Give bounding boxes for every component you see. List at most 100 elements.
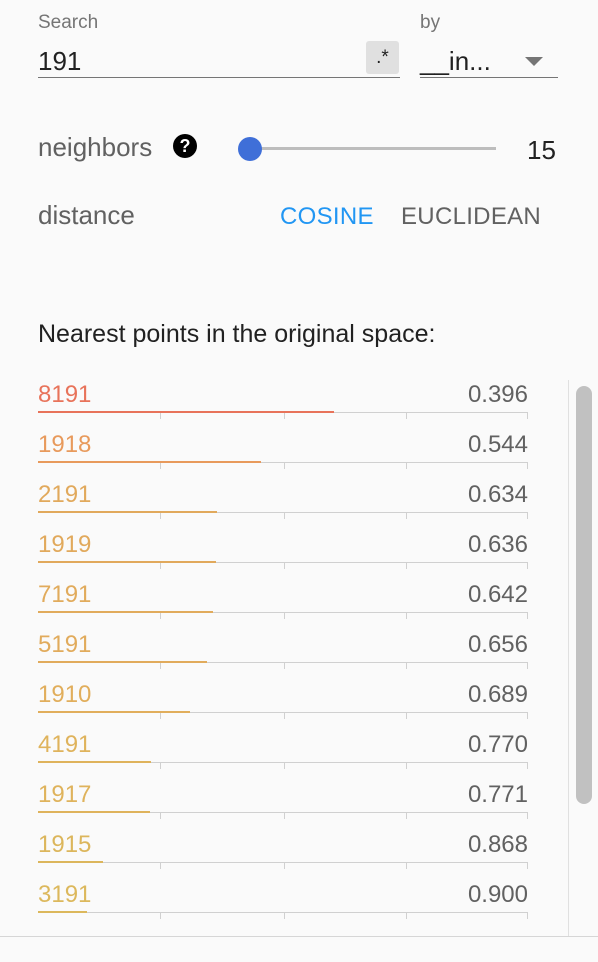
row-axis-line	[38, 912, 528, 913]
nearest-point-distance: 0.771	[467, 781, 528, 808]
row-axis-tick	[160, 512, 161, 519]
row-axis-tick	[284, 612, 285, 619]
nearest-point-distance: 0.900	[467, 881, 528, 908]
row-axis-tick	[284, 912, 285, 919]
nearest-point-distance: 0.868	[467, 831, 528, 858]
row-axis-tick	[284, 412, 285, 419]
nearest-point-row[interactable]: 4191 0.770	[38, 728, 528, 778]
search-block: Search 191 .*	[38, 12, 400, 78]
row-axis-line	[38, 512, 528, 513]
row-axis-tick	[527, 812, 528, 819]
nearest-point-distance: 0.770	[467, 731, 528, 758]
help-icon[interactable]: ?	[173, 134, 197, 158]
distance-bar	[38, 661, 207, 663]
neighbors-slider-thumb[interactable]	[238, 137, 262, 161]
by-block: by __in...	[420, 12, 558, 78]
nearest-point-name[interactable]: 2191	[38, 481, 92, 508]
by-dropdown-value[interactable]: __in...	[420, 46, 491, 76]
row-axis-tick	[406, 762, 407, 769]
nearest-point-distance: 0.636	[467, 531, 528, 558]
nearest-point-name[interactable]: 1910	[38, 681, 92, 708]
distance-bar	[38, 761, 151, 763]
nearest-point-row[interactable]: 3191 0.900	[38, 878, 528, 928]
nearest-point-name[interactable]: 7191	[38, 581, 92, 608]
nearest-point-name[interactable]: 4191	[38, 731, 92, 758]
nearest-point-row[interactable]: 8191 0.396	[38, 378, 528, 428]
row-axis-tick	[406, 512, 407, 519]
nearest-points-list: 8191 0.396 1918 0.544 2191 0.634 1919 0.636 7191…	[38, 378, 528, 928]
distance-bar	[38, 911, 87, 913]
nearest-point-distance: 0.689	[467, 681, 528, 708]
nearest-point-row[interactable]: 1918 0.544	[38, 428, 528, 478]
row-axis-tick	[527, 612, 528, 619]
nearest-point-distance: 0.656	[467, 631, 528, 658]
row-axis-tick	[406, 462, 407, 469]
nearest-point-distance: 0.634	[467, 481, 528, 508]
regex-toggle-button[interactable]: .*	[366, 41, 399, 74]
nearest-point-name[interactable]: 1919	[38, 531, 92, 558]
row-axis-tick	[406, 612, 407, 619]
nearest-point-distance: 0.642	[467, 581, 528, 608]
nearest-point-row[interactable]: 2191 0.634	[38, 478, 528, 528]
row-axis-tick	[160, 912, 161, 919]
row-axis-tick	[527, 462, 528, 469]
row-axis-line	[38, 862, 528, 863]
nearest-point-name[interactable]: 1918	[38, 431, 92, 458]
row-axis-tick	[284, 662, 285, 669]
search-input[interactable]: 191 .*	[38, 41, 400, 78]
row-axis-tick	[160, 562, 161, 569]
row-axis-tick	[527, 562, 528, 569]
distance-bar	[38, 711, 190, 713]
nearest-point-row[interactable]: 5191 0.656	[38, 628, 528, 678]
row-axis-line	[38, 662, 528, 663]
nearest-point-distance: 0.544	[467, 431, 528, 458]
nearest-point-row[interactable]: 1915 0.868	[38, 828, 528, 878]
search-input-value[interactable]: 191	[38, 46, 82, 76]
dropdown-arrow-icon[interactable]	[525, 57, 543, 66]
nearest-point-name[interactable]: 1917	[38, 781, 92, 808]
row-axis-tick	[406, 562, 407, 569]
neighbors-slider-track[interactable]	[250, 147, 496, 150]
row-axis-tick	[284, 862, 285, 869]
scrollbar-track[interactable]	[568, 380, 569, 940]
by-dropdown[interactable]: __in...	[420, 46, 558, 78]
distance-bar	[38, 411, 334, 413]
cosine-button[interactable]: COSINE	[280, 203, 374, 230]
bottom-divider	[0, 936, 598, 962]
nearest-point-name[interactable]: 1915	[38, 831, 92, 858]
row-axis-tick	[527, 762, 528, 769]
nearest-point-row[interactable]: 1919 0.636	[38, 528, 528, 578]
nearest-point-name[interactable]: 5191	[38, 631, 92, 658]
row-axis-line	[38, 712, 528, 713]
search-label: Search	[38, 12, 99, 33]
row-axis-line	[38, 612, 528, 613]
distance-bar	[38, 461, 261, 463]
row-axis-tick	[160, 712, 161, 719]
nearest-point-row[interactable]: 7191 0.642	[38, 578, 528, 628]
row-axis-tick	[527, 512, 528, 519]
row-axis-tick	[406, 662, 407, 669]
row-axis-tick	[160, 662, 161, 669]
row-axis-tick	[160, 762, 161, 769]
row-axis-tick	[406, 412, 407, 419]
euclidean-button[interactable]: EUCLIDEAN	[401, 203, 542, 230]
distance-bar	[38, 561, 216, 563]
nearest-point-name[interactable]: 3191	[38, 881, 92, 908]
row-axis-tick	[527, 662, 528, 669]
nearest-point-row[interactable]: 1917 0.771	[38, 778, 528, 828]
row-axis-tick	[527, 412, 528, 419]
nearest-point-name[interactable]: 8191	[38, 381, 92, 408]
row-axis-tick	[406, 912, 407, 919]
nearest-point-row[interactable]: 1910 0.689	[38, 678, 528, 728]
distance-bar	[38, 811, 150, 813]
distance-bar	[38, 611, 213, 613]
distance-bar	[38, 511, 217, 513]
neighbors-label: neighbors	[38, 132, 153, 162]
scrollbar-thumb[interactable]	[576, 386, 592, 804]
distance-bar	[38, 861, 103, 863]
row-axis-line	[38, 462, 528, 463]
row-axis-tick	[284, 712, 285, 719]
by-label: by	[420, 12, 441, 33]
row-axis-tick	[160, 812, 161, 819]
